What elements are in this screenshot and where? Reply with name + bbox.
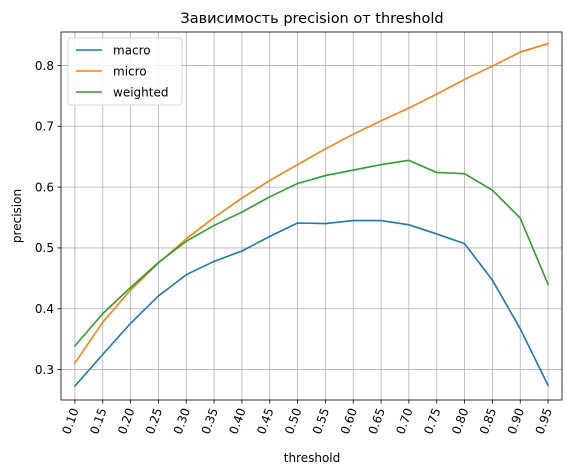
x-tick-label: 0.95 [533, 406, 555, 436]
x-tick-label: 0.85 [477, 406, 499, 436]
y-axis-ticks: 0.3 0.4 0.5 0.6 0.7 0.8 [35, 59, 61, 377]
y-tick-label: 0.7 [35, 120, 54, 134]
x-tick-label: 0.65 [366, 406, 388, 436]
y-tick-label: 0.6 [35, 180, 54, 194]
x-tick-label: 0.40 [226, 406, 248, 436]
plot-frame [60, 31, 563, 401]
x-tick-label: 0.55 [310, 406, 332, 436]
chart-title: Зависимость precision от threshold [180, 11, 443, 27]
x-tick-label: 0.80 [449, 406, 471, 436]
x-tick-label: 0.50 [282, 406, 304, 436]
x-tick-label: 0.25 [143, 406, 165, 436]
y-tick-label: 0.3 [35, 363, 54, 377]
legend-box [67, 37, 183, 106]
y-tick-label: 0.5 [35, 241, 54, 255]
x-tick-label: 0.60 [338, 406, 360, 436]
series-lines [73, 42, 550, 388]
x-tick-label: 0.10 [59, 406, 81, 436]
series-line-weighted [73, 159, 550, 347]
x-axis-ticks: 0.10 0.15 0.20 0.25 0.30 0.35 0.40 0.45 0.50 0.55… [59, 400, 555, 436]
legend: macro micro weighted [67, 37, 183, 106]
x-tick-label: 0.90 [505, 406, 527, 436]
x-axis-title: threshold [284, 451, 341, 465]
y-axis-title: precision [10, 189, 24, 243]
x-tick-label: 0.45 [254, 406, 276, 436]
x-tick-label: 0.75 [421, 406, 443, 436]
x-tick-label: 0.70 [393, 406, 415, 436]
legend-label-macro: macro [113, 43, 151, 57]
y-tick-label: 0.8 [35, 59, 54, 73]
series-line-macro [73, 219, 550, 388]
grid-lines [61, 32, 562, 400]
legend-label-weighted: weighted [113, 85, 168, 99]
x-tick-label: 0.30 [171, 406, 193, 436]
x-tick-label: 0.20 [115, 406, 137, 436]
legend-label-micro: micro [113, 64, 147, 78]
x-tick-label: 0.35 [199, 406, 221, 436]
y-tick-label: 0.4 [35, 302, 54, 316]
x-tick-label: 0.15 [87, 406, 109, 436]
